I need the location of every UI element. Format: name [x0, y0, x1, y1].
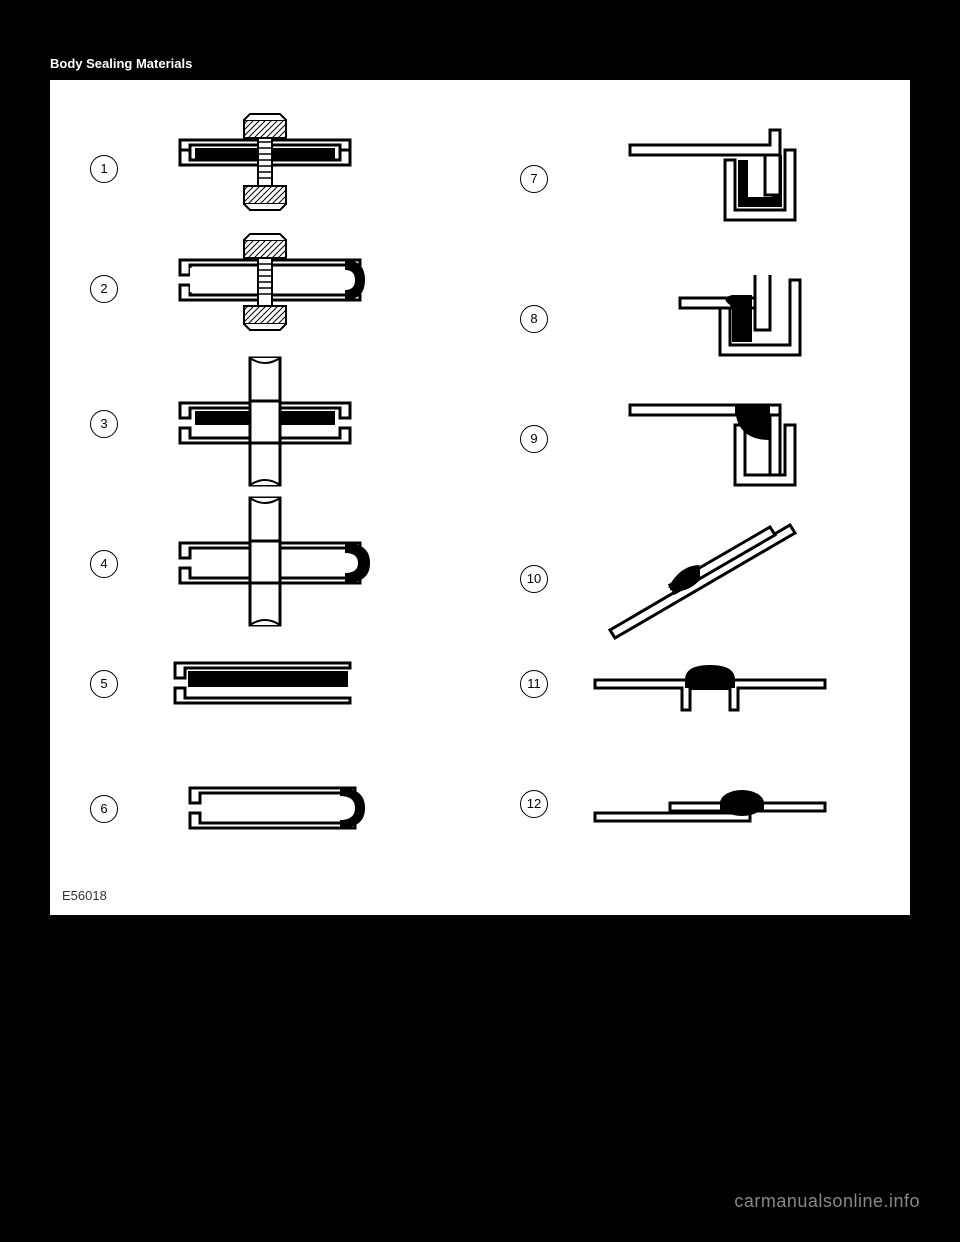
number-circle: 10 [520, 565, 548, 593]
number-circle: 8 [520, 305, 548, 333]
drawing-12 [590, 775, 830, 895]
drawing-6 [150, 770, 380, 890]
row-1: 1 [50, 110, 480, 230]
drawing-2 [150, 230, 380, 350]
number-circle: 6 [90, 795, 118, 823]
number-circle: 3 [90, 410, 118, 438]
drawing-9 [620, 385, 820, 505]
figure-container: 1 [50, 80, 910, 915]
row-4: 4 [50, 495, 480, 630]
row-7: 7 [480, 115, 910, 245]
drawing-10 [590, 510, 820, 630]
row-9: 9 [480, 385, 910, 500]
number-circle: 7 [520, 165, 548, 193]
number-circle: 4 [90, 550, 118, 578]
number-circle: 2 [90, 275, 118, 303]
drawing-3 [150, 355, 380, 475]
figure-id: E56018 [62, 888, 107, 903]
drawing-8 [660, 270, 820, 390]
row-12: 12 [480, 775, 910, 845]
drawing-7 [620, 115, 820, 235]
row-5: 5 [50, 645, 480, 725]
drawing-4 [150, 495, 380, 615]
row-8: 8 [480, 270, 910, 370]
drawing-11 [590, 655, 830, 775]
row-3: 3 [50, 355, 480, 490]
number-circle: 5 [90, 670, 118, 698]
row-10: 10 [480, 510, 910, 640]
number-circle: 1 [90, 155, 118, 183]
page-title: Body Sealing Materials [50, 56, 192, 71]
number-circle: 11 [520, 670, 548, 698]
watermark: carmanualsonline.info [734, 1191, 920, 1212]
number-circle: 9 [520, 425, 548, 453]
row-11: 11 [480, 655, 910, 735]
row-2: 2 [50, 230, 480, 350]
drawing-1 [150, 110, 380, 230]
drawing-5 [150, 645, 380, 765]
row-6: 6 [50, 770, 480, 850]
number-circle: 12 [520, 790, 548, 818]
